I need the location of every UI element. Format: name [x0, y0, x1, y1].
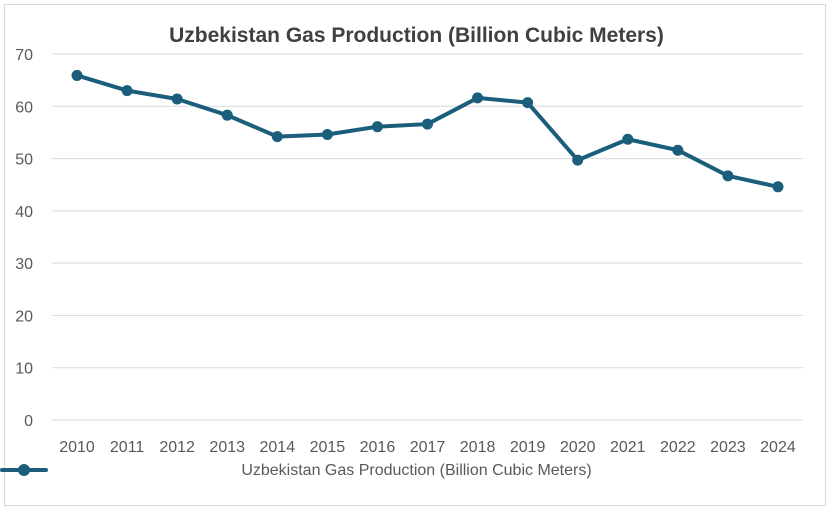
- data-point: [772, 181, 784, 193]
- data-point: [672, 144, 684, 156]
- x-tick-label: 2017: [410, 439, 446, 456]
- y-tick-label: 30: [15, 256, 33, 273]
- y-tick-label: 70: [15, 47, 33, 64]
- legend-marker-icon: [0, 464, 48, 476]
- y-tick-label: 0: [24, 413, 33, 430]
- data-point: [271, 131, 283, 143]
- x-tick-label: 2013: [209, 439, 245, 456]
- x-tick-label: 2023: [710, 439, 746, 456]
- y-tick-label: 50: [15, 152, 33, 169]
- x-tick-label: 2012: [159, 439, 195, 456]
- legend: Uzbekistan Gas Production (Billion Cubic…: [0, 462, 833, 480]
- x-tick-label: 2020: [560, 439, 596, 456]
- data-point: [171, 93, 183, 105]
- x-tick-label: 2022: [660, 439, 696, 456]
- x-axis-ticks: 2010 2011 2012 2013 2014 2015 2016 2017 2018 2019…: [59, 439, 796, 456]
- data-point: [121, 85, 133, 97]
- chart-title: Uzbekistan Gas Production (Billion Cubic…: [169, 24, 664, 47]
- series-layer: [71, 69, 784, 193]
- chart-frame: [4, 4, 826, 506]
- x-tick-label: 2024: [760, 439, 796, 456]
- data-point: [422, 118, 433, 130]
- y-tick-label: 20: [15, 308, 33, 325]
- data-point: [321, 129, 333, 141]
- y-axis-ticks: 0 10 20 30 40 50 60 70: [15, 47, 33, 430]
- x-tick-label: 2016: [360, 439, 396, 456]
- data-point: [472, 92, 484, 104]
- x-tick-label: 2010: [59, 439, 95, 456]
- x-tick-label: 2015: [310, 439, 346, 456]
- data-point: [572, 154, 584, 166]
- data-point: [371, 121, 383, 133]
- x-tick-label: 2018: [460, 439, 496, 456]
- x-tick-label: 2021: [610, 439, 646, 456]
- x-tick-label: 2014: [260, 439, 296, 456]
- y-tick-label: 40: [15, 204, 33, 221]
- data-point: [622, 133, 634, 145]
- series-line: [75, 73, 780, 189]
- x-tick-label: 2019: [510, 439, 546, 456]
- x-tick-label: 2011: [110, 439, 145, 456]
- data-point: [722, 170, 734, 182]
- data-point: [522, 97, 534, 109]
- y-tick-label: 60: [15, 99, 33, 116]
- data-point: [71, 69, 83, 81]
- data-point: [221, 109, 233, 121]
- legend-label: Uzbekistan Gas Production (Billion Cubic…: [241, 462, 592, 479]
- y-tick-label: 10: [15, 361, 33, 378]
- gridlines: [52, 53, 803, 421]
